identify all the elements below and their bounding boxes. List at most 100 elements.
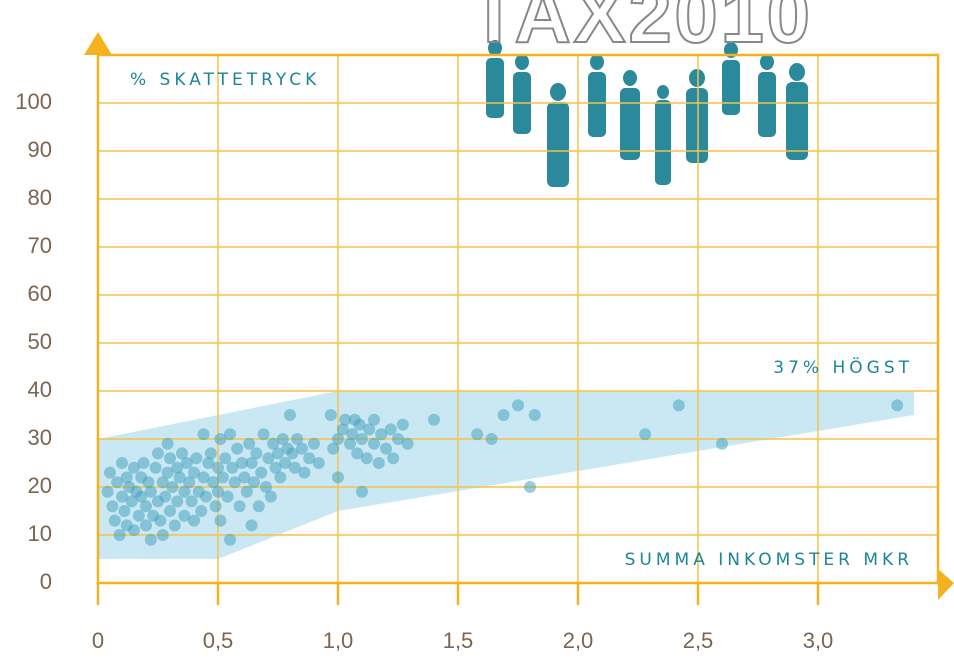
scatter-point	[524, 481, 536, 493]
scatter-point	[186, 495, 198, 507]
scatter-point	[116, 457, 128, 469]
scatter-point	[356, 433, 368, 445]
scatter-point	[150, 462, 162, 474]
logo-figures	[486, 40, 808, 187]
y-tick-label: 80	[28, 185, 52, 210]
scatter-point	[210, 500, 222, 512]
scatter-point	[152, 447, 164, 459]
y-tick-label: 0	[40, 569, 52, 594]
scatter-point	[274, 471, 286, 483]
scatter-point	[133, 510, 145, 522]
logo: TAX2010	[470, 0, 810, 59]
scatter-point	[157, 529, 169, 541]
scatter-point	[255, 467, 267, 479]
scatter-point	[140, 500, 152, 512]
scatter-point	[332, 471, 344, 483]
scatter-point	[373, 457, 385, 469]
scatter-point	[224, 428, 236, 440]
scatter-point	[716, 438, 728, 450]
scatter-point	[471, 428, 483, 440]
scatter-point	[361, 452, 373, 464]
scatter-point	[368, 414, 380, 426]
scatter-point	[217, 471, 229, 483]
scatter-point	[106, 500, 118, 512]
scatter-point	[162, 438, 174, 450]
scatter-point	[200, 491, 212, 503]
scatter-point	[198, 428, 210, 440]
scatter-point	[428, 414, 440, 426]
axis-arrow	[938, 569, 954, 600]
scatter-point	[258, 428, 270, 440]
axis-arrow	[84, 32, 112, 55]
scatter-point	[639, 428, 651, 440]
x-tick-label: 3,0	[803, 628, 834, 653]
scatter-point	[246, 519, 258, 531]
scatter-point	[166, 481, 178, 493]
y-tick-label: 90	[28, 137, 52, 162]
scatter-point	[253, 500, 265, 512]
scatter-point	[224, 534, 236, 546]
scatter-point	[529, 409, 541, 421]
scatter-point	[222, 491, 234, 503]
x-axis-label: SUMMA INKOMSTER MKR	[625, 550, 913, 570]
scatter-point	[104, 467, 116, 479]
scatter-point	[114, 529, 126, 541]
chart: TAX2010 % SKATTETRYCK 37% HÖGST SUMMA IN…	[0, 0, 954, 659]
scatter-point	[308, 438, 320, 450]
y-tick-label: 50	[28, 329, 52, 354]
scatter-point	[195, 505, 207, 517]
y-tick-label: 100	[15, 89, 52, 114]
scatter-point	[402, 438, 414, 450]
scatter-point	[219, 452, 231, 464]
scatter-point	[368, 438, 380, 450]
x-tick-label: 1,0	[323, 628, 354, 653]
scatter-point	[673, 399, 685, 411]
scatter-point	[325, 409, 337, 421]
scatter-point	[118, 505, 130, 517]
y-tick-label: 40	[28, 377, 52, 402]
scatter-point	[512, 399, 524, 411]
y-tick-label: 60	[28, 281, 52, 306]
scatter-point	[486, 433, 498, 445]
scatter-point	[205, 447, 217, 459]
scatter-point	[243, 438, 255, 450]
x-tick-label: 0	[92, 628, 104, 653]
scatter-point	[498, 409, 510, 421]
scatter-point	[385, 423, 397, 435]
scatter-point	[164, 452, 176, 464]
scatter-point	[145, 486, 157, 498]
x-tick-label: 2,0	[563, 628, 594, 653]
x-tick-label: 0,5	[203, 628, 234, 653]
scatter-point	[128, 524, 140, 536]
x-tick-label: 2,5	[683, 628, 714, 653]
scatter-point	[231, 443, 243, 455]
scatter-point	[109, 515, 121, 527]
scatter-point	[397, 419, 409, 431]
scatter-point	[387, 452, 399, 464]
scatter-point	[298, 467, 310, 479]
scatter-point	[265, 491, 277, 503]
y-tick-label: 10	[28, 521, 52, 546]
scatter-point	[356, 486, 368, 498]
scatter-point	[248, 476, 260, 488]
y-tick-label: 70	[28, 233, 52, 258]
scatter-point	[102, 486, 114, 498]
scatter-point	[140, 519, 152, 531]
scatter-point	[234, 500, 246, 512]
scatter-point	[284, 409, 296, 421]
scatter-point	[380, 443, 392, 455]
scatter-point	[891, 399, 903, 411]
scatter-point	[169, 519, 181, 531]
x-tick-label: 1,5	[443, 628, 474, 653]
y-tick-label: 20	[28, 473, 52, 498]
scatter-point	[214, 515, 226, 527]
scatter-point	[190, 452, 202, 464]
scatter-point	[171, 495, 183, 507]
scatter-point	[164, 505, 176, 517]
y-axis-label: % SKATTETRYCK	[130, 70, 320, 90]
scatter-point	[138, 457, 150, 469]
scatter-point	[154, 515, 166, 527]
scatter-point	[296, 443, 308, 455]
y-tick-label: 30	[28, 425, 52, 450]
scatter-point	[250, 447, 262, 459]
